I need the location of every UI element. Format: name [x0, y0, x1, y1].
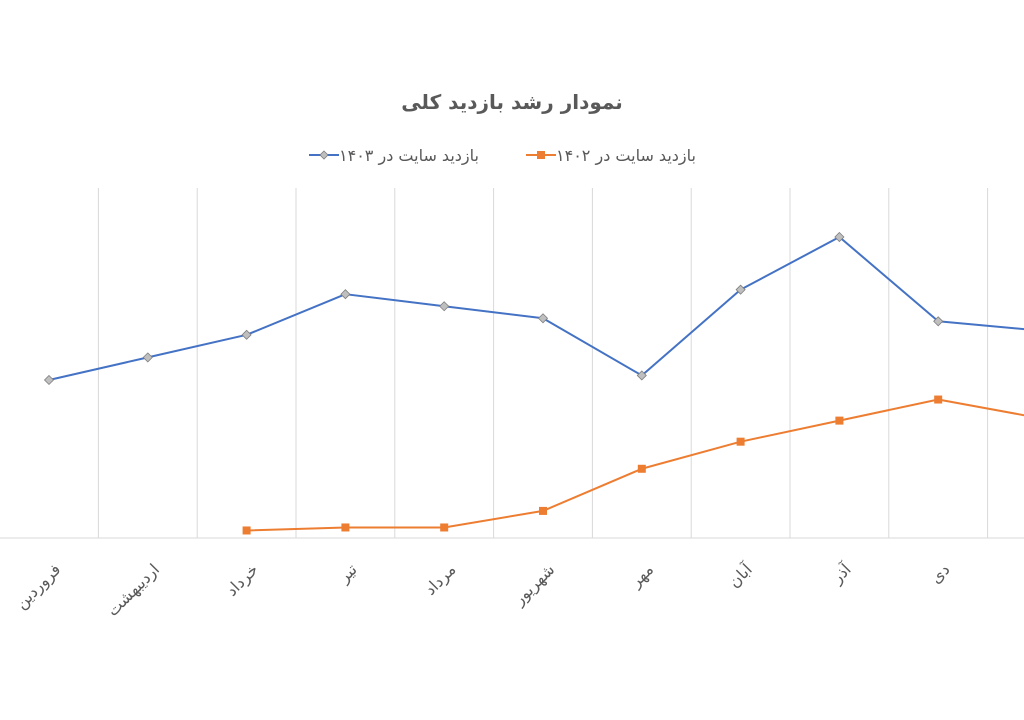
data-point-series-1-3	[341, 523, 350, 532]
series-line-0	[48, 236, 1024, 381]
gridlines	[97, 188, 989, 538]
chart-title: نمودار رشد بازدید کلی	[401, 90, 623, 114]
data-point-series-0-2	[241, 329, 252, 340]
data-point-series-0-9	[933, 316, 944, 327]
data-point-series-0-7	[735, 284, 746, 295]
legend-item-1402: بازدید سایت در ۱۴۰۲	[522, 142, 696, 168]
data-point-series-0-5	[537, 313, 549, 324]
data-point-series-1-8	[835, 416, 844, 425]
x-tick-label: اردیبهشت	[103, 560, 164, 621]
data-point-series-0-4	[439, 301, 450, 312]
x-tick-label: آذر	[827, 559, 857, 589]
series-line-1	[246, 398, 1024, 532]
legend-label-1403: بازدید سایت در ۱۴۰۳	[339, 145, 479, 165]
data-point-series-0-1	[142, 352, 153, 363]
data-point-series-0-0	[43, 374, 55, 386]
data-point-series-0-3	[340, 289, 351, 300]
legend-item-1403: بازدید سایت در ۱۴۰۳	[305, 142, 479, 168]
legend: بازدید سایت در ۱۴۰۳ بازدید سایت در ۱۴۰۲	[0, 142, 1024, 168]
data-point-series-1-2	[242, 526, 251, 535]
x-tick-label: بهمن	[1015, 560, 1024, 598]
legend-swatch-1402	[526, 151, 556, 159]
x-tick-labels: فروردین اردیبهشت خرداد تیر مرداد شهریور مهر آبا…	[12, 559, 1024, 621]
data-point-series-1-9	[934, 395, 943, 404]
x-tick-label: آبان	[724, 559, 757, 592]
x-tick-label: خرداد	[222, 560, 263, 601]
data-point-series-1-4	[440, 523, 449, 532]
legend-label-1402: بازدید سایت در ۱۴۰۲	[556, 145, 696, 165]
data-point-series-0-8	[834, 231, 845, 243]
data-point-series-0-6	[636, 370, 647, 381]
x-tick-label: شهریور	[509, 560, 559, 610]
series-layer	[43, 231, 1024, 535]
x-tick-label: مهر	[625, 560, 657, 592]
x-tick-label: فروردین	[12, 560, 66, 614]
data-point-series-1-5	[539, 506, 547, 515]
data-point-series-1-6	[637, 464, 646, 473]
x-tick-label: تیر	[334, 560, 362, 588]
x-tick-label: دی	[926, 560, 953, 587]
x-tick-label: مرداد	[421, 560, 461, 600]
legend-swatch-1403	[309, 150, 339, 160]
data-point-series-1-7	[736, 437, 745, 446]
